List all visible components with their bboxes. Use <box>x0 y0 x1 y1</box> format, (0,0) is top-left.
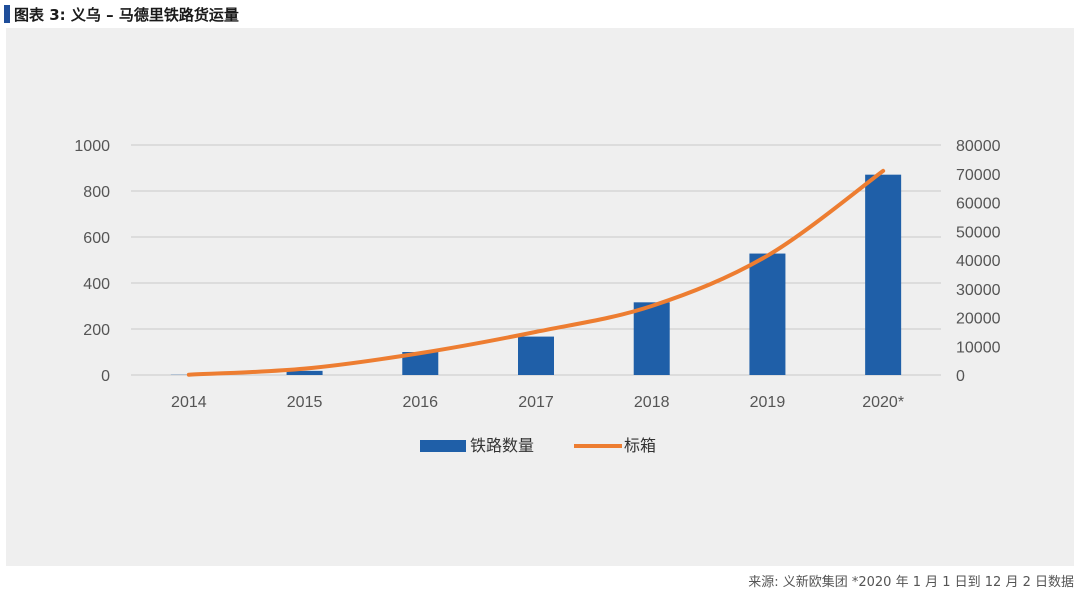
bar <box>402 352 439 375</box>
right-tick-label: 0 <box>956 368 965 385</box>
line-series <box>186 168 886 377</box>
chart-area: 0 200 400 600 800 1000 0 10000 20000 30000 40000 5… <box>6 28 1074 566</box>
x-tick-label: 2017 <box>518 394 554 411</box>
chart-title: 图表 3: 义乌 – 马德里铁路货运量 <box>14 5 239 24</box>
legend-label-line: 标箱 <box>624 437 656 455</box>
left-tick-label: 0 <box>101 368 110 385</box>
bar-series <box>170 174 902 375</box>
right-tick-label: 30000 <box>956 282 1001 299</box>
left-tick-label: 400 <box>83 276 110 293</box>
bar <box>865 174 902 375</box>
title-marker <box>4 5 10 23</box>
right-tick-label: 60000 <box>956 196 1001 213</box>
right-tick-label: 40000 <box>956 253 1001 270</box>
left-axis-ticks: 0 200 400 600 800 1000 <box>74 138 110 385</box>
x-tick-label: 2018 <box>634 394 670 411</box>
left-tick-label: 1000 <box>74 138 110 155</box>
legend-label-bars: 铁路数量 <box>470 437 534 455</box>
left-tick-label: 800 <box>83 184 110 201</box>
chart-svg: 0 200 400 600 800 1000 0 10000 20000 30000 40000 5… <box>74 138 1001 455</box>
x-tick-label: 2020* <box>862 394 904 411</box>
legend-swatch-bars <box>420 440 466 452</box>
source-note: 来源: 义新欧集团 *2020 年 1 月 1 日到 12 月 2 日数据 <box>748 575 1074 590</box>
right-tick-label: 10000 <box>956 339 1001 356</box>
right-tick-label: 70000 <box>956 167 1001 184</box>
right-tick-label: 80000 <box>956 138 1001 155</box>
left-tick-label: 200 <box>83 322 110 339</box>
legend: 铁路数量 标箱 <box>420 437 656 455</box>
right-tick-label: 50000 <box>956 224 1001 241</box>
gridlines <box>131 144 941 376</box>
bar <box>633 302 670 375</box>
left-tick-label: 600 <box>83 230 110 247</box>
bar <box>286 370 323 375</box>
right-tick-label: 20000 <box>956 311 1001 328</box>
chart-title-bar: 图表 3: 义乌 – 马德里铁路货运量 <box>4 3 239 25</box>
x-tick-label: 2015 <box>287 394 323 411</box>
x-tick-label: 2019 <box>750 394 786 411</box>
bar <box>749 253 786 375</box>
x-tick-label: 2014 <box>171 394 207 411</box>
bar <box>518 336 554 375</box>
x-axis-ticks: 2014 2015 2016 2017 2018 2019 2020* <box>171 394 904 411</box>
right-axis-ticks: 0 10000 20000 30000 40000 50000 60000 70000 8000… <box>956 138 1001 385</box>
x-tick-label: 2016 <box>402 394 438 411</box>
